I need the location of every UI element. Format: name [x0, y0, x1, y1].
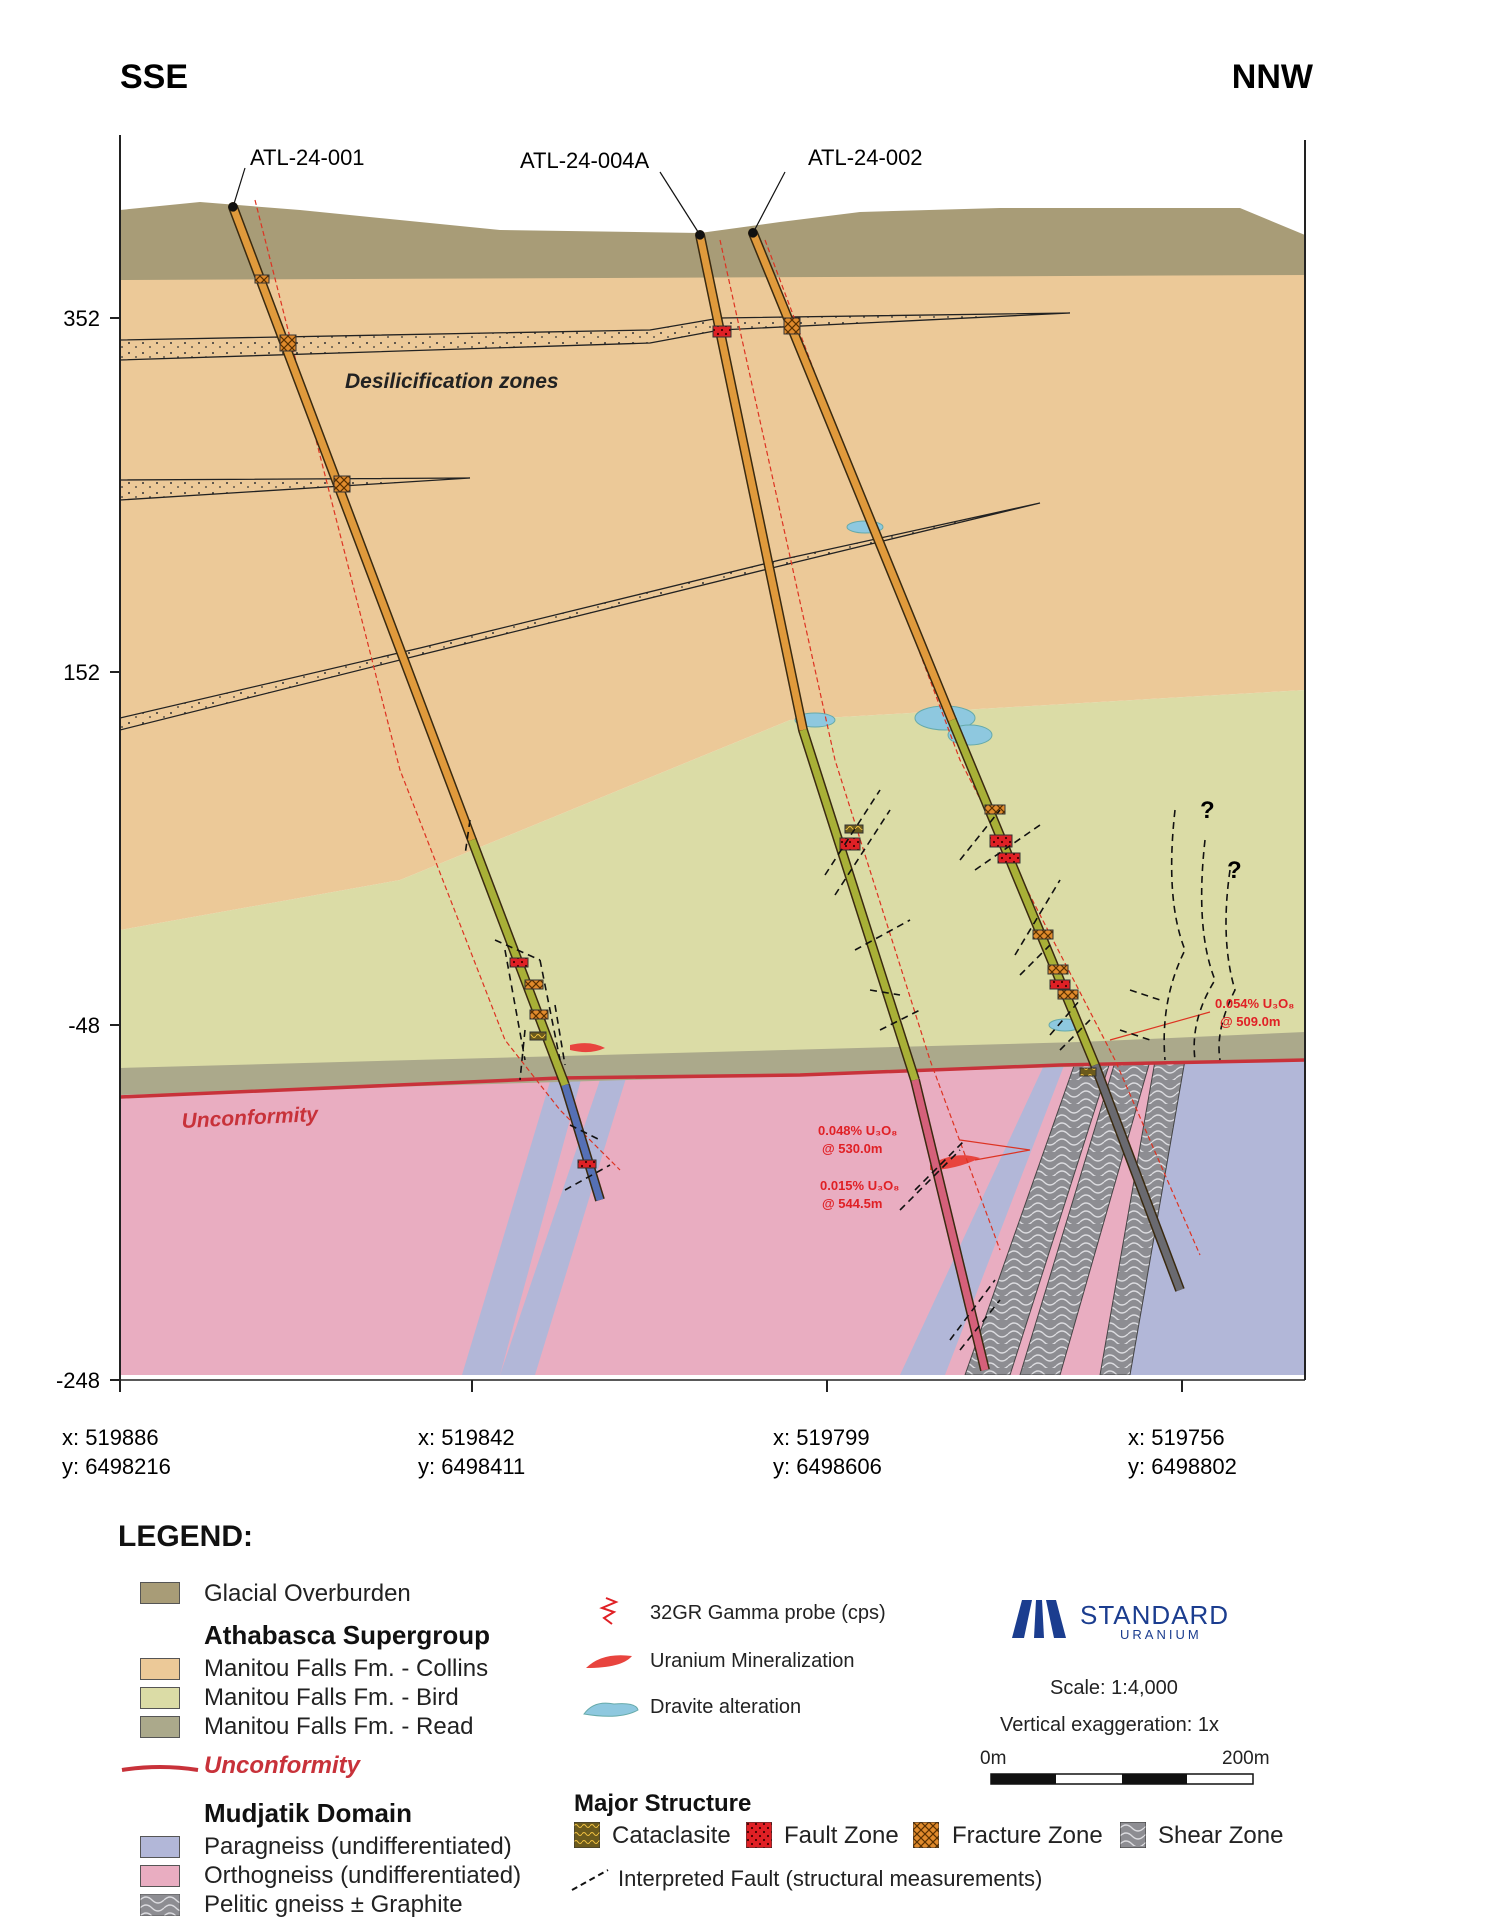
- question-mark: ?: [1200, 797, 1215, 824]
- elevation-label: -248: [56, 1368, 100, 1393]
- desilicification-zone: [120, 477, 471, 501]
- read-formation: [120, 1030, 1305, 1095]
- assay-grade: 0.015% U₃O₈: [820, 1178, 899, 1193]
- desilicification-label: Desilicification zones: [345, 370, 559, 393]
- assay-grade: 0.054% U₃O₈: [1215, 996, 1294, 1011]
- coord-x: x: 519886: [62, 1425, 159, 1450]
- y-ticks: [110, 317, 120, 1381]
- coord-y: y: 6498216: [62, 1454, 171, 1479]
- paragneiss-band: [1130, 1055, 1305, 1375]
- bird-formation: [120, 690, 1305, 1068]
- assay-depth: @ 530.0m: [822, 1141, 882, 1156]
- desilicification-zone: [120, 502, 1041, 731]
- coord-y: y: 6498411: [418, 1454, 525, 1479]
- direction-right: NNW: [1232, 58, 1314, 96]
- gamma-probe-spike: [1109, 1011, 1211, 1041]
- paragneiss-band: [900, 1063, 1065, 1375]
- assay-depth: @ 509.0m: [1220, 1014, 1280, 1029]
- question-mark: ?: [1227, 857, 1242, 884]
- drillhole-atl-24-002: [748, 228, 1185, 1292]
- gamma-probe-trace: [254, 199, 621, 1171]
- unconformity-line: [120, 1058, 1305, 1099]
- fault-zone-markers: [509, 325, 1071, 1169]
- drillhole-atl-24-001: [228, 202, 605, 1202]
- desilicification-zone: [120, 312, 1071, 361]
- gamma-probe-trace: [764, 239, 1201, 1256]
- elevation-label: -48: [68, 1013, 100, 1038]
- drillhole-collar-markers: [228, 167, 786, 240]
- drillhole-label: ATL-24-001: [250, 145, 365, 170]
- paragneiss-band: [462, 1065, 585, 1375]
- coord-x: x: 519842: [418, 1425, 515, 1450]
- uranium-mineralization: [570, 1043, 605, 1053]
- assay-grade: 0.048% U₃O₈: [818, 1123, 897, 1138]
- coord-y: y: 6498606: [773, 1454, 882, 1479]
- glacial-overburden: [120, 202, 1305, 280]
- paragneiss-band: [500, 1065, 630, 1375]
- elevation-label: 352: [63, 306, 100, 331]
- coord-y: y: 6498802: [1128, 1454, 1237, 1479]
- interpreted-faults: [464, 789, 1236, 1351]
- gamma-probe-spike: [959, 1139, 1031, 1161]
- x-ticks: [119, 1380, 1183, 1392]
- fracture-zone-markers: [254, 274, 1079, 1020]
- direction-left: SSE: [120, 58, 188, 96]
- gamma-probe-trace: [719, 239, 1001, 1251]
- coord-x: x: 519756: [1128, 1425, 1225, 1450]
- coord-x: x: 519799: [773, 1425, 870, 1450]
- drillhole-label: ATL-24-002: [808, 145, 923, 170]
- assay-depth: @ 544.5m: [822, 1196, 882, 1211]
- uranium-mineralization: [930, 1155, 980, 1170]
- collins-formation: [120, 272, 1305, 930]
- elevation-label: 152: [63, 660, 100, 685]
- drillhole-label: ATL-24-004A: [520, 148, 650, 173]
